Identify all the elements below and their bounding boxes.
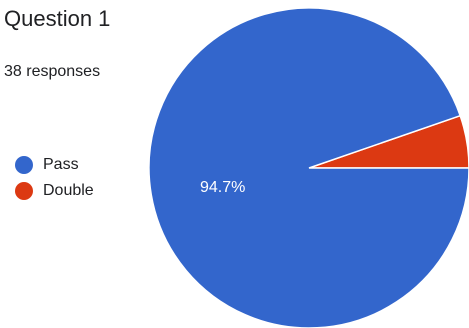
pie-slice-pass [148, 7, 469, 328]
legend-swatch-pass [15, 156, 33, 174]
legend-swatch-double [15, 182, 33, 200]
legend-label-double: Double [43, 182, 94, 199]
legend-item-pass: Pass [15, 152, 94, 178]
chart-legend: Pass Double [15, 152, 94, 204]
legend-item-double: Double [15, 178, 94, 204]
response-count: 38 responses [4, 63, 101, 80]
legend-label-pass: Pass [43, 156, 79, 173]
question-title: Question 1 [4, 6, 111, 31]
pie-label-pass: 94.7% [200, 179, 245, 196]
